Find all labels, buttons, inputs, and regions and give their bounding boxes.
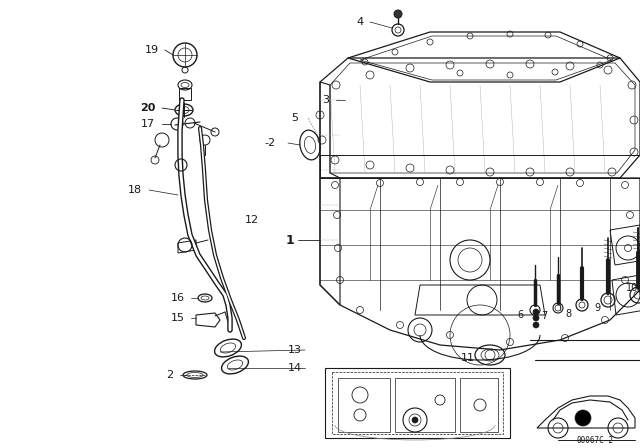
- Circle shape: [575, 410, 591, 426]
- Text: 13: 13: [288, 345, 302, 355]
- Text: 8: 8: [565, 309, 571, 319]
- Text: 2: 2: [166, 370, 173, 380]
- Text: 17: 17: [141, 119, 155, 129]
- Text: 11: 11: [461, 353, 475, 363]
- Circle shape: [533, 315, 539, 321]
- Text: 6: 6: [517, 310, 523, 320]
- Circle shape: [533, 322, 539, 328]
- Circle shape: [533, 309, 539, 315]
- Text: 14: 14: [288, 363, 302, 373]
- Text: 16: 16: [171, 293, 185, 303]
- Text: 9: 9: [594, 303, 600, 313]
- Text: 00067C-2: 00067C-2: [577, 435, 614, 444]
- Text: 5: 5: [291, 113, 298, 123]
- Text: 4: 4: [356, 17, 364, 27]
- Circle shape: [394, 10, 402, 18]
- Text: 19: 19: [145, 45, 159, 55]
- Text: 18: 18: [128, 185, 142, 195]
- Text: 20: 20: [140, 103, 156, 113]
- Text: 15: 15: [171, 313, 185, 323]
- Text: 3: 3: [323, 95, 330, 105]
- Circle shape: [412, 417, 418, 423]
- Text: 10: 10: [626, 283, 638, 293]
- Text: -2: -2: [264, 138, 276, 148]
- Text: 1: 1: [285, 233, 294, 246]
- Text: 7: 7: [541, 311, 547, 321]
- Text: 12: 12: [245, 215, 259, 225]
